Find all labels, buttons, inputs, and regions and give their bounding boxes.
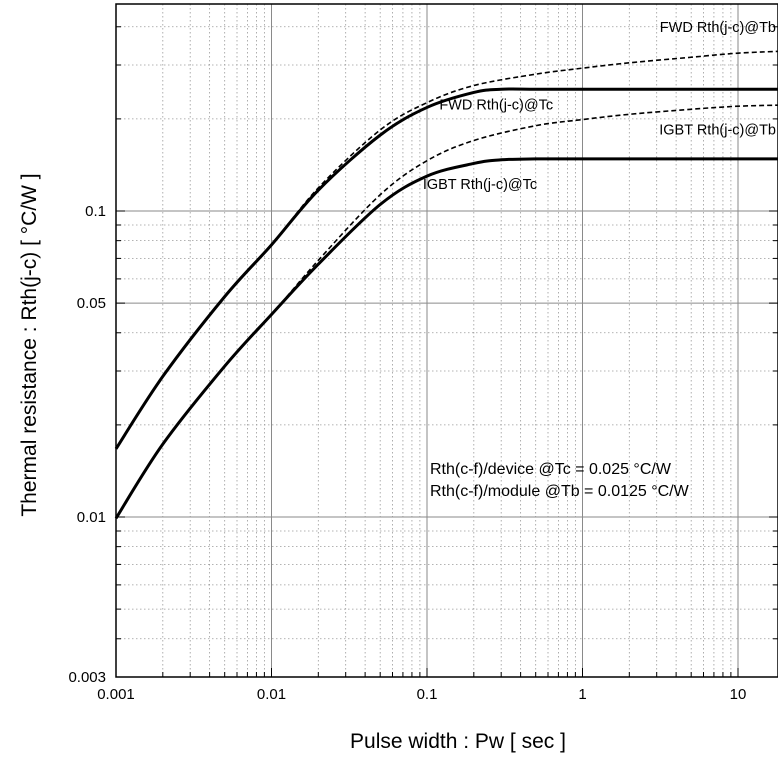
y-tick-label: 0.01 [77, 509, 106, 526]
y-tick-label: 0.05 [77, 295, 106, 312]
y-tick-label: 0.1 [85, 203, 106, 220]
x-tick-label: 10 [730, 686, 747, 703]
tick-labels: 0.001 0.01 0.1 1 10 0.003 0.01 0.05 0.1 [68, 203, 746, 703]
x-tick-label: 0.001 [97, 686, 135, 703]
series-label: IGBT Rth(j-c)@Tc [423, 177, 537, 193]
annotation-module: Rth(c-f)/module @Tb = 0.0125 °C/W [430, 483, 690, 500]
series-label: IGBT Rth(j-c)@Tb [659, 122, 776, 138]
series-fwd-rth-j-c-tc [114, 87, 778, 450]
annotation-device: Rth(c-f)/device @Tc = 0.025 °C/W [430, 461, 672, 478]
series-label: FWD Rth(j-c)@Tc [439, 97, 553, 113]
axis-ticks [115, 26, 778, 678]
series-labels: FWD Rth(j-c)@Tb FWD Rth(j-c)@Tc IGBT Rth(j… [423, 20, 776, 193]
x-tick-label: 1 [578, 686, 586, 703]
minor-grid [116, 4, 778, 678]
series-igbt-rth-j-c-tc [114, 157, 778, 520]
plot-frame [115, 3, 778, 678]
y-tick-label: 0.003 [68, 669, 106, 686]
y-axis-title: Thermal resistance : Rth(j-c) [ °C/W ] [18, 173, 41, 516]
series-igbt-rth-j-c-tb [115, 104, 778, 519]
x-tick-label: 0.01 [257, 686, 286, 703]
x-tick-label: 0.1 [417, 686, 438, 703]
x-axis-title: Pulse width : Pw [ sec ] [350, 730, 566, 753]
series-layer [114, 50, 778, 520]
series-label: FWD Rth(j-c)@Tb [660, 20, 776, 36]
